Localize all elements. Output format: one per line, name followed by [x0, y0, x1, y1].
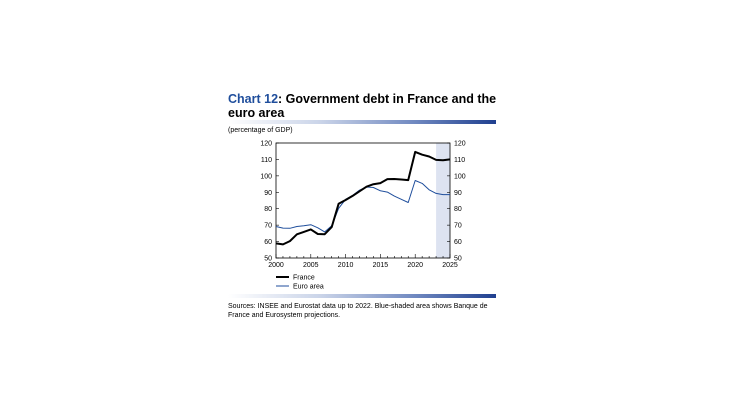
legend-label-france: France: [293, 275, 315, 282]
y-tick-label-left: 50: [264, 256, 272, 263]
x-tick-label: 2010: [338, 262, 354, 269]
series-line-france: [275, 150, 451, 246]
chart-number: Chart 12: [228, 92, 279, 106]
y-tick-label-left: 60: [264, 239, 272, 246]
x-tick-label: 2015: [373, 262, 389, 269]
y-tick-label-left: 70: [264, 223, 272, 230]
y-tick-label-right: 70: [454, 223, 462, 230]
y-tick-label-left: 100: [260, 173, 272, 180]
x-tick-label: 2020: [407, 262, 423, 269]
y-tick-label-left: 80: [264, 206, 272, 213]
projection-shading: [436, 143, 450, 258]
title-rule: [228, 120, 496, 124]
y-tick-label-right: 50: [454, 256, 462, 263]
source-note: Sources: INSEE and Eurostat data up to 2…: [228, 303, 488, 319]
y-tick-label-right: 90: [454, 190, 462, 197]
x-tick-label: 2025: [442, 262, 458, 269]
x-tick-label: 2000: [268, 262, 284, 269]
chart-title: Chart 12: Government debt in France and …: [228, 92, 498, 120]
footer-rule: [228, 294, 496, 298]
y-tick-label-right: 120: [454, 141, 466, 148]
y-tick-label-right: 60: [454, 239, 462, 246]
y-tick-label-left: 90: [264, 190, 272, 197]
plot-frame: [275, 142, 451, 259]
y-tick-label-right: 80: [454, 206, 462, 213]
chart-title-text: : Government debt in France and the euro…: [228, 92, 497, 120]
y-axis-unit: (percentage of GDP): [228, 127, 293, 134]
y-tick-label-right: 110: [454, 157, 465, 164]
y-tick-label-left: 110: [261, 157, 272, 164]
x-tick-label: 2005: [303, 262, 319, 269]
y-tick-label-left: 120: [260, 141, 272, 148]
y-tick-label-right: 100: [454, 173, 466, 180]
legend-label-euro-area: Euro area: [293, 284, 324, 291]
